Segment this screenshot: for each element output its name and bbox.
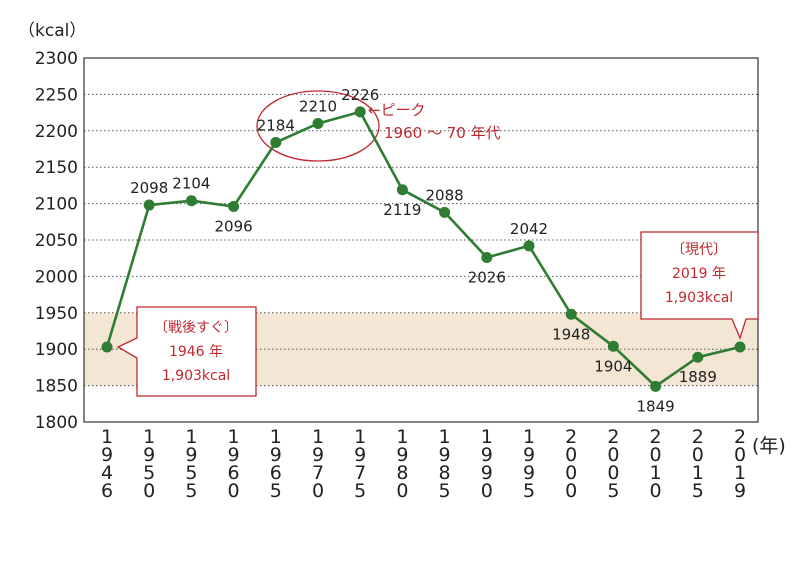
series-calories [105, 110, 741, 388]
y-tick-label: 2050 [35, 231, 78, 251]
data-label: 2088 [426, 186, 464, 204]
peak-arrow-label: ←ピーク [368, 101, 426, 119]
y-tick-labels: 1800 1850 1900 1950 2000 2050 2100 2150 2200 2250… [35, 49, 78, 433]
start-callout-year: 1946 年 [169, 344, 223, 360]
data-label: 2119 [383, 201, 421, 219]
data-point [481, 251, 493, 263]
data-label: 1904 [594, 357, 632, 375]
data-point [734, 341, 746, 353]
x-unit-label: (年) [752, 435, 786, 457]
data-label: 2096 [215, 218, 253, 236]
y-tick-label: 2300 [35, 49, 78, 69]
start-callout-value: 1,903kcal [162, 368, 230, 384]
data-point [396, 184, 408, 196]
peak-range-label: 1960 ～ 70 年代 [384, 124, 501, 142]
y-tick-label: 2250 [35, 85, 78, 105]
current-callout-box [640, 231, 759, 340]
y-tick-label: 2200 [35, 122, 78, 142]
current-callout-year: 2019 年 [672, 266, 726, 282]
y-unit-label: （kcal） [18, 21, 86, 41]
start-callout-heading: 〔戦後すぐ〕 [154, 320, 238, 336]
start-callout-box [116, 306, 257, 397]
data-point [692, 351, 704, 363]
data-label: 2042 [510, 220, 548, 238]
data-label: 2210 [299, 98, 337, 116]
y-tick-label: 1800 [35, 413, 78, 433]
data-point [607, 340, 619, 352]
y-tick-label: 2150 [35, 158, 78, 178]
data-label: 2026 [468, 268, 506, 286]
data-label: 2098 [130, 179, 168, 197]
data-label: 2104 [172, 175, 210, 193]
current-callout-value: 1,903kcal [665, 290, 733, 306]
data-point [523, 240, 535, 252]
data-point [312, 118, 324, 130]
y-tick-label: 2100 [35, 195, 78, 215]
data-point [439, 206, 451, 218]
y-tick-label: 1900 [35, 340, 78, 360]
data-label: 2226 [341, 86, 379, 104]
data-point [270, 136, 282, 148]
data-point [228, 201, 240, 213]
data-point [354, 106, 366, 118]
data-points [101, 106, 746, 392]
data-point [143, 199, 155, 211]
x-tick-labels: 1 9 4 6 1 9 5 0 1 9 5 5 1 9 6 0 1 9 6 5 1 9 7 0 1 9 7 5 1 9 8 0 1 9 8 5 1 9 9 0… [101, 426, 746, 502]
data-point [650, 380, 662, 392]
y-tick-label: 2000 [35, 267, 78, 287]
data-point [185, 195, 197, 207]
data-label: 1948 [552, 325, 590, 343]
data-point [565, 308, 577, 320]
peak-highlight-ellipse [256, 90, 380, 162]
data-label: 1889 [679, 368, 717, 386]
data-point [101, 341, 113, 353]
series-line [105, 110, 741, 388]
y-tick-label: 1950 [35, 304, 78, 324]
data-label: 2184 [257, 116, 295, 134]
y-tick-label: 1850 [35, 377, 78, 397]
data-label: 1849 [637, 397, 675, 415]
current-callout-heading: 〔現代〕 [671, 242, 727, 258]
